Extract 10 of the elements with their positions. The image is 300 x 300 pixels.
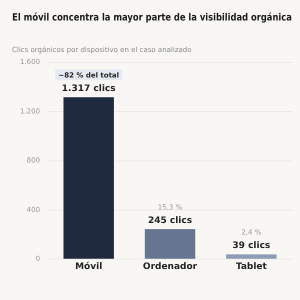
x-tick-label: Ordenador <box>142 262 198 272</box>
bar <box>226 254 277 259</box>
data-label: 39 clics <box>232 241 270 252</box>
x-tick-label: Tablet <box>236 262 268 272</box>
bar <box>144 229 196 259</box>
chart-title: El móvil concentra la mayor parte de la visibilidad orgánica <box>12 12 292 24</box>
bar <box>63 97 114 259</box>
x-tick-label: Móvil <box>75 260 102 272</box>
data-label: 1.317 clics <box>62 84 116 94</box>
data-label: 245 clics <box>148 216 192 226</box>
